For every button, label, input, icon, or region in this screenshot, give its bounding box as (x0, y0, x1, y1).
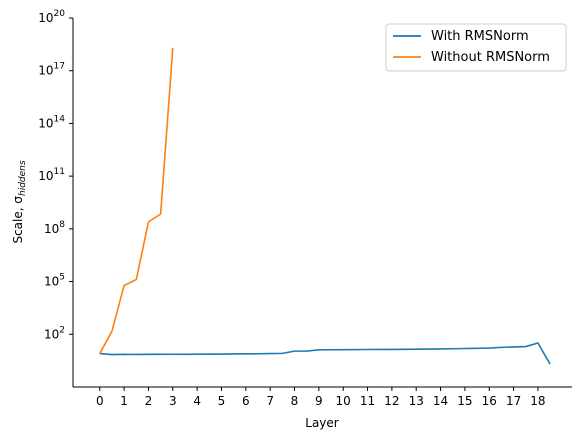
x-tick-label: 8 (291, 394, 299, 408)
y-tick-base: 10 (38, 11, 53, 25)
x-tick-label: 14 (433, 394, 448, 408)
y-tick-base: 10 (38, 169, 53, 183)
y-axis-title: Scale, σhiddens (11, 160, 28, 243)
y-axis-title-main: Scale, σ (11, 196, 25, 244)
x-tick-label: 12 (384, 394, 399, 408)
x-tick-label: 16 (482, 394, 497, 408)
x-tick-label: 15 (457, 394, 472, 408)
x-tick-label: 17 (506, 394, 521, 408)
x-tick-label: 6 (242, 394, 250, 408)
y-tick-exponent: 5 (59, 273, 65, 283)
x-tick-label: 2 (145, 394, 153, 408)
series-line-with-rmsnorm (99, 342, 551, 365)
legend: With RMSNorm Without RMSNorm (385, 23, 567, 72)
y-tick-base: 10 (38, 116, 53, 130)
y-tick-label: 108 (44, 220, 65, 236)
x-axis-title: Layer (305, 416, 339, 430)
y-tick-exponent: 8 (59, 220, 65, 230)
y-tick-base: 10 (38, 64, 53, 78)
axes (72, 18, 572, 388)
y-tick-label: 1020 (38, 9, 65, 25)
x-tick-label: 0 (96, 394, 104, 408)
y-tick-exponent: 20 (54, 9, 66, 19)
legend-label-without-rmsnorm: Without RMSNorm (431, 50, 550, 65)
x-tick-label: 3 (169, 394, 177, 408)
x-tick-label: 18 (530, 394, 545, 408)
legend-frame (385, 23, 567, 72)
y-tick-label: 1011 (38, 167, 65, 183)
y-tick-base: 10 (44, 327, 59, 341)
y-tick-label: 102 (44, 325, 65, 341)
x-tick-label: 11 (360, 394, 375, 408)
y-tick-exponent: 2 (59, 325, 65, 335)
x-tick-label: 10 (336, 394, 351, 408)
x-tick-label: 4 (193, 394, 201, 408)
x-ticks: 0 1 2 3 4 5 6 7 8 9 10 11 12 13 14 15 16 17 18 (96, 387, 546, 408)
series-layer (99, 47, 551, 365)
x-tick-label: 7 (266, 394, 274, 408)
x-tick-label: 9 (315, 394, 323, 408)
x-tick-label: 13 (409, 394, 424, 408)
y-tick-label: 105 (44, 273, 65, 289)
y-axis-title-subscript: hiddens (18, 160, 28, 196)
x-tick-label: 1 (120, 394, 128, 408)
x-tick-label: 5 (218, 394, 226, 408)
y-tick-base: 10 (44, 275, 59, 289)
y-tick-exponent: 14 (54, 114, 66, 124)
y-tick-exponent: 17 (54, 62, 65, 72)
y-tick-base: 10 (44, 222, 59, 236)
y-tick-exponent: 11 (54, 167, 65, 177)
y-tick-label: 1014 (38, 114, 65, 130)
series-line-without-rmsnorm (99, 47, 174, 354)
legend-label-with-rmsnorm: With RMSNorm (431, 29, 529, 44)
y-tick-label: 1017 (38, 62, 65, 78)
